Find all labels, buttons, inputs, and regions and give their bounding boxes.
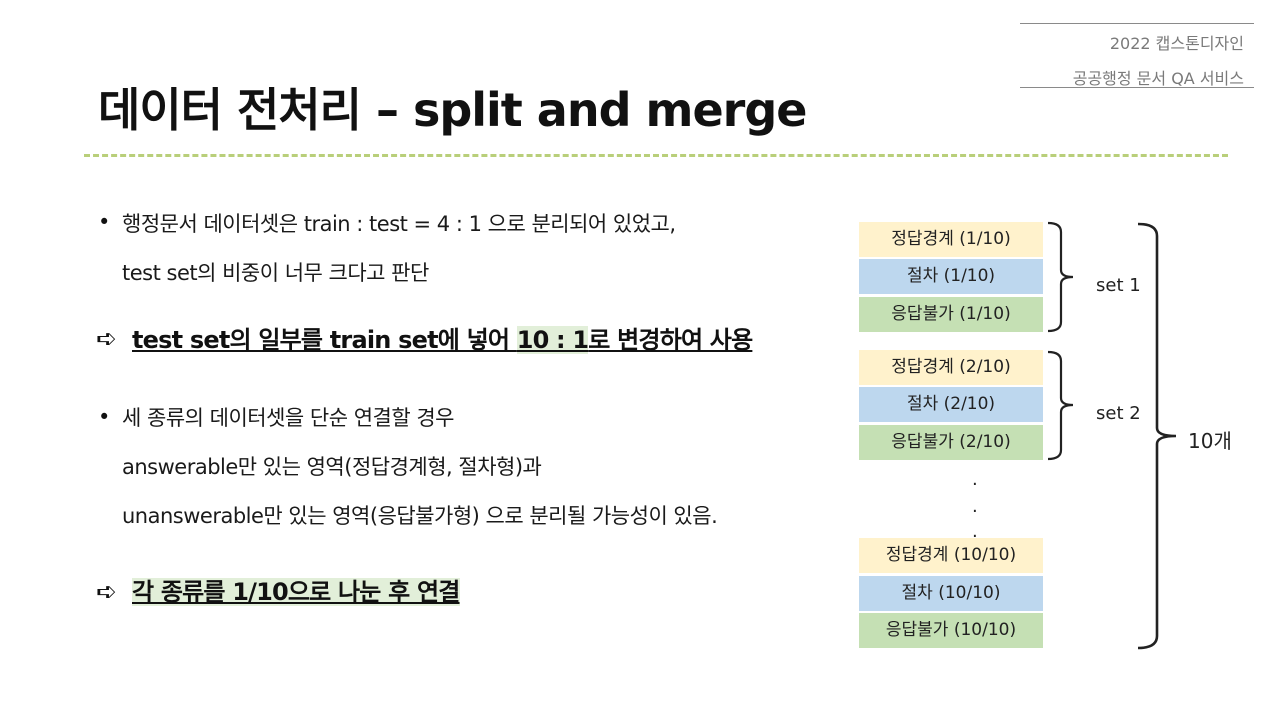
ellipsis-dot: · <box>972 474 978 495</box>
set1-box-unanswerable: 응답불가 (1/10) <box>859 297 1043 332</box>
section2-line3: unanswerable만 있는 영역(응답불가형) 으로 분리될 가능성이 있… <box>122 504 718 528</box>
set1-label: set 1 <box>1096 275 1141 296</box>
set2-box-procedure: 절차 (2/10) <box>859 387 1043 422</box>
section1-line2: test set의 비중이 너무 크다고 판단 <box>122 261 429 285</box>
section2-line1: 세 종류의 데이터셋을 단순 연결할 경우 <box>122 406 455 430</box>
section1-line1: 행정문서 데이터셋은 train : test = 4 : 1 으로 분리되어 … <box>122 212 676 236</box>
arrow-icon: ➪ <box>96 577 117 606</box>
set2-label: set 2 <box>1096 403 1141 424</box>
ellipsis-dot: · <box>972 526 978 547</box>
conclusion-text: test set의 일부를 train set에 넣어 <box>132 326 517 354</box>
set2-box-answer: 정답경계 (2/10) <box>859 350 1043 385</box>
header-course: 2022 캡스톤디자인 <box>1109 34 1244 53</box>
header-project: 공공행정 문서 QA 서비스 <box>1072 69 1244 88</box>
conclusion-ratio-highlight: 10 : 1 <box>516 326 589 354</box>
bullet-2: • <box>98 405 111 429</box>
set2-box-unanswerable: 응답불가 (2/10) <box>859 425 1043 460</box>
header-rule-bottom <box>1020 87 1254 88</box>
set1-box-procedure: 절차 (1/10) <box>859 259 1043 294</box>
total-brace <box>1137 222 1177 650</box>
set2-brace <box>1047 350 1074 461</box>
set10-box-answer: 정답경계 (10/10) <box>859 538 1043 573</box>
slide-title: 데이터 전처리 – split and merge <box>98 83 807 137</box>
section2-conclusion-text: 각 종류를 1/10으로 나눈 후 연결 <box>132 578 460 606</box>
header-rule-top <box>1020 23 1254 24</box>
set1-box-answer: 정답경계 (1/10) <box>859 222 1043 257</box>
bullet-1: • <box>98 210 111 234</box>
ellipsis-dot: · <box>972 501 978 522</box>
total-count-label: 10개 <box>1188 429 1232 453</box>
set10-box-procedure: 절차 (10/10) <box>859 576 1043 611</box>
arrow-icon: ➪ <box>96 324 117 353</box>
section2-conclusion: 각 종류를 1/10으로 나눈 후 연결 <box>132 577 460 607</box>
set10-box-unanswerable: 응답불가 (10/10) <box>859 613 1043 648</box>
set1-brace <box>1047 221 1074 333</box>
section2-line2: answerable만 있는 영역(정답경계형, 절차형)과 <box>122 455 542 479</box>
title-divider <box>84 154 1228 157</box>
conclusion-rest: 로 변경하여 사용 <box>588 326 753 354</box>
section1-conclusion: test set의 일부를 train set에 넣어 10 : 1로 변경하여… <box>132 325 753 355</box>
